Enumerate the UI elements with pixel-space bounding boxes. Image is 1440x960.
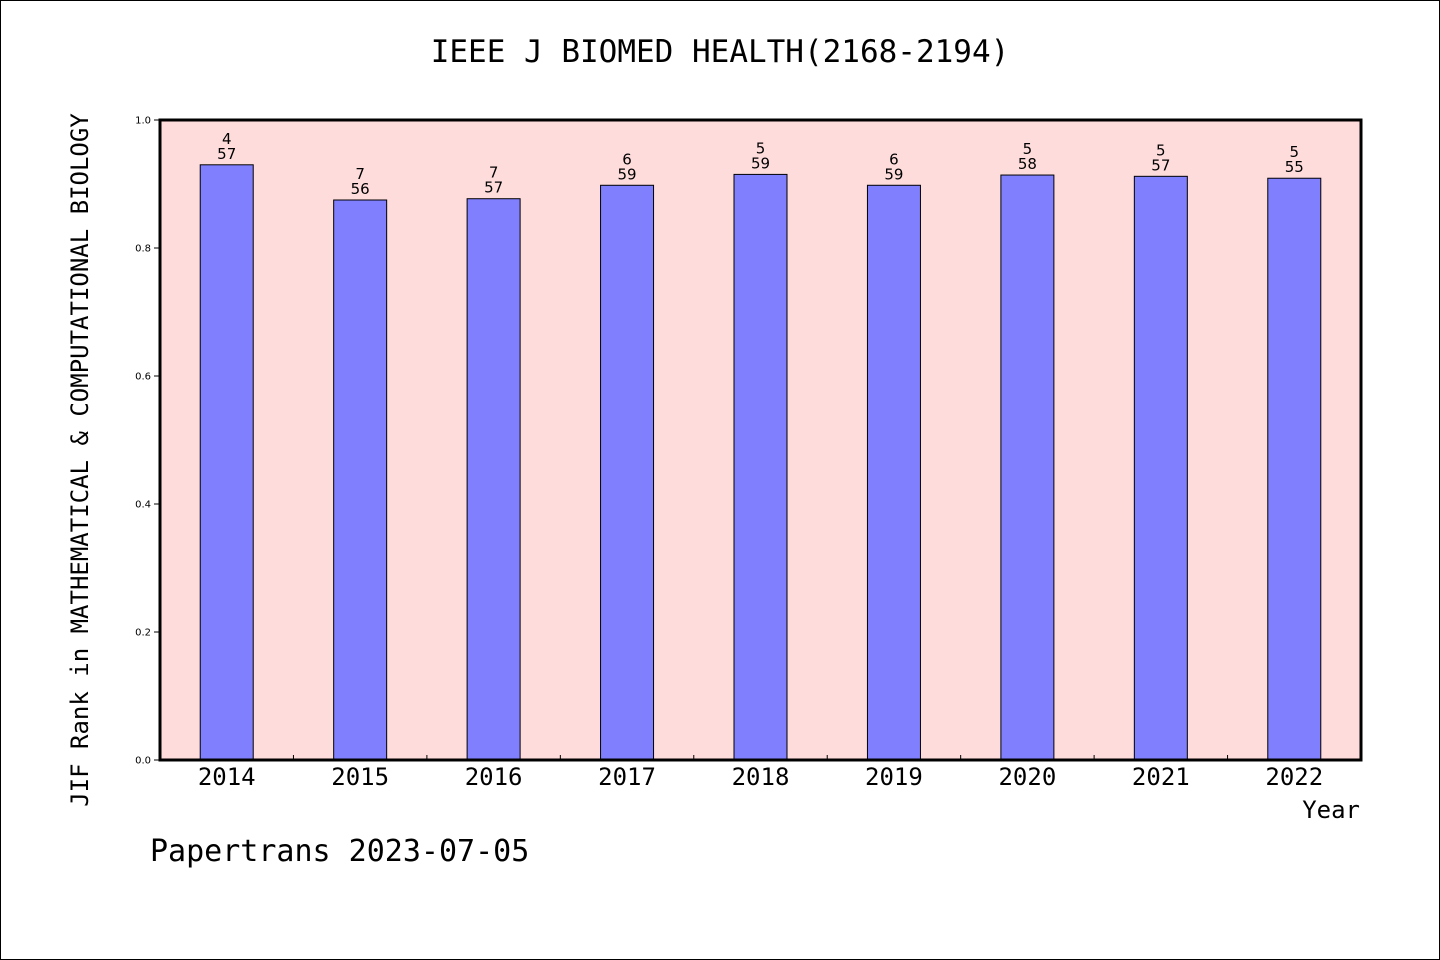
bar-label-rank: 5 [1023, 140, 1033, 158]
x-tick-label: 2018 [732, 763, 790, 791]
bar-label-rank: 5 [1156, 141, 1166, 159]
bar-label-rank: 6 [622, 150, 632, 168]
plot-border [158, 118, 1363, 762]
y-tick-label: 0.4 [135, 500, 151, 511]
x-tick-label: 2015 [331, 763, 389, 791]
x-tick-label: 2019 [865, 763, 923, 791]
bar-label-rank: 5 [1290, 143, 1300, 161]
bar-label-total: 57 [217, 145, 236, 163]
bar [1133, 175, 1188, 761]
x-tick-label: 2020 [998, 763, 1056, 791]
y-tick-label: 0.8 [135, 244, 151, 255]
bar-label-total: 56 [351, 180, 370, 198]
bar-label-total: 59 [751, 154, 770, 172]
bar [733, 173, 788, 761]
bar [866, 184, 921, 761]
bar-label-total: 55 [1285, 158, 1304, 176]
x-tick-label: 2016 [465, 763, 523, 791]
chart-title: IEEE J BIOMED HEALTH(2168-2194) [430, 34, 1010, 70]
x-tick-label: 2021 [1132, 763, 1190, 791]
bar-label-total: 57 [1151, 156, 1170, 174]
bar [1267, 177, 1322, 761]
x-tick-label: 2022 [1265, 763, 1323, 791]
bar-label-total: 59 [884, 165, 903, 183]
bar-label-total: 59 [618, 165, 637, 183]
bar [333, 199, 388, 761]
x-tick-label: 2014 [198, 763, 256, 791]
bar-label-rank: 4 [222, 130, 232, 148]
bar [199, 164, 254, 761]
bar-label-rank: 7 [355, 165, 365, 183]
x-axis-label: Year [1302, 796, 1360, 824]
y-tick-label: 0.0 [135, 756, 151, 767]
bar [466, 198, 521, 761]
bar-label-rank: 7 [489, 164, 499, 182]
bar-label-rank: 5 [756, 139, 766, 157]
bar-label-rank: 6 [889, 150, 899, 168]
bar [1000, 174, 1055, 761]
x-tick-label: 2017 [598, 763, 656, 791]
y-tick-label: 0.2 [135, 628, 151, 639]
y-tick-label: 0.6 [135, 372, 151, 383]
bar-label-total: 58 [1018, 155, 1037, 173]
footer-note: Papertrans 2023-07-05 [150, 834, 530, 869]
bar-label-total: 57 [484, 179, 503, 197]
y-tick-label: 1.0 [135, 116, 151, 127]
bar [600, 184, 655, 761]
